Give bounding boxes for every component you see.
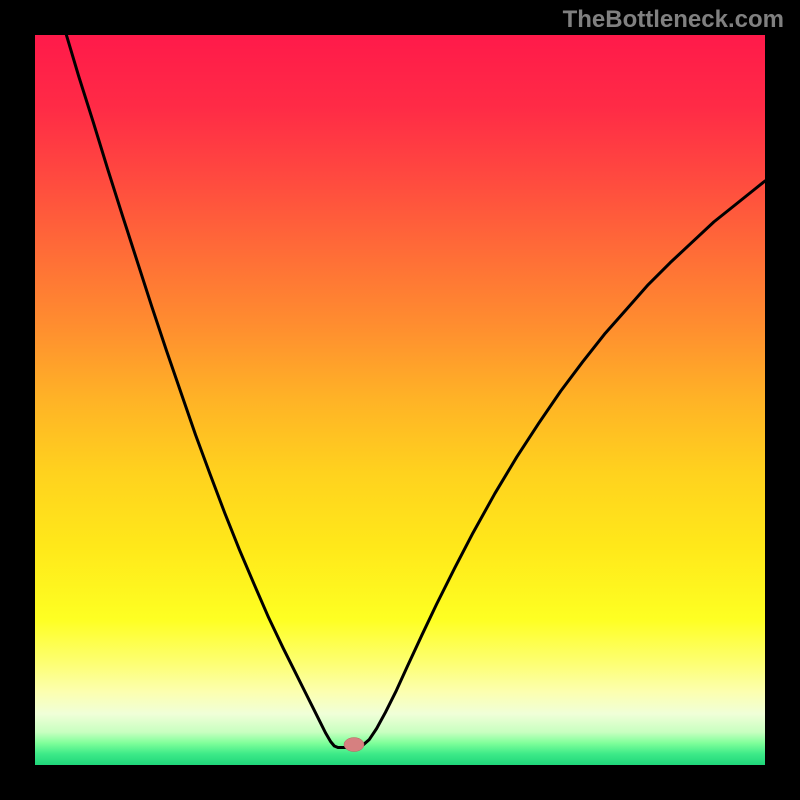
gradient-background [35,35,765,765]
plot-area [35,35,765,765]
watermark-text: TheBottleneck.com [563,6,784,34]
chart-svg [35,35,765,765]
chart-container: TheBottleneck.com [0,0,800,800]
minimum-marker [344,738,364,752]
